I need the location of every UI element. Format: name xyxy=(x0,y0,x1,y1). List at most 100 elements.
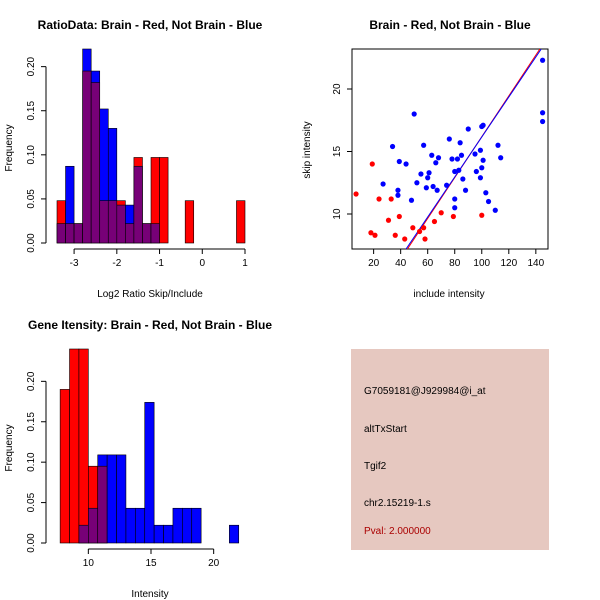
ratio-histogram-bar-overlap-11 xyxy=(150,223,160,244)
p-value: Pval: 2.000000 xyxy=(364,526,431,537)
scatter-point-blue-47 xyxy=(539,118,546,125)
scatter-point-blue-15 xyxy=(430,183,436,190)
gene-histogram-y-tick-label-0: 0.00 xyxy=(26,533,37,553)
scatter-ylabel: skip intensity xyxy=(302,121,313,178)
scatter-point-blue-20 xyxy=(446,136,452,142)
gene-histogram-y-tick-label-2: 0.10 xyxy=(26,452,37,472)
gene-histogram-xlabel: Intensity xyxy=(131,589,168,600)
scatter-point-blue-16 xyxy=(433,160,439,166)
ratio-histogram-y-tick-label-2: 0.10 xyxy=(26,145,37,165)
ratio-histogram-bar-overlap-4 xyxy=(90,82,101,244)
scatter-point-red-17 xyxy=(479,212,485,218)
scatter-x-tick-label-6: 140 xyxy=(527,258,544,269)
ratio-histogram-bar-red-15 xyxy=(184,200,195,244)
scatter-point-blue-24 xyxy=(452,168,458,175)
gene-histogram-bar-overlap-2 xyxy=(78,524,89,544)
scatter-y-tick-label-0: 10 xyxy=(332,208,343,220)
genomic-location: chr2.15219-1.s xyxy=(364,498,431,509)
scatter-point-blue-8 xyxy=(414,180,420,186)
scatter-point-red-3 xyxy=(372,232,378,238)
scatter-point-red-11 xyxy=(416,228,423,235)
gene-histogram-bar-overlap-4 xyxy=(97,465,108,544)
ratio-histogram-bar-red-12 xyxy=(159,157,169,244)
gene-histogram-bar-blue-9 xyxy=(144,402,155,544)
scatter-point-red-15 xyxy=(438,210,444,216)
scatter-point-blue-29 xyxy=(460,176,466,182)
scatter-point-red-14 xyxy=(431,218,438,225)
gene-histogram-bar-blue-13 xyxy=(182,507,193,544)
scatter-point-red-0 xyxy=(353,191,359,197)
scatter-point-blue-2 xyxy=(395,192,401,198)
ratio-histogram-bar-overlap-5 xyxy=(99,200,109,244)
scatter-point-red-10 xyxy=(410,225,416,231)
ratio-histogram-bar-overlap-10 xyxy=(142,223,152,244)
scatter-point-blue-32 xyxy=(472,151,478,157)
scatter-point-blue-6 xyxy=(408,197,415,203)
scatter-point-blue-38 xyxy=(480,122,486,128)
scatter-point-blue-1 xyxy=(389,143,396,150)
scatter-x-tick-label-0: 20 xyxy=(368,258,380,269)
ratio-histogram-y-tick-label-0: 0.00 xyxy=(26,233,37,253)
gene-intensity-histogram: Gene Itensity: Brain - Red, Not Brain - … xyxy=(4,318,272,600)
scatter-point-blue-33 xyxy=(473,168,479,175)
gene-histogram-bar-red-2 xyxy=(78,348,89,544)
ratio-histogram-bar-overlap-3 xyxy=(82,70,92,244)
scatter-point-blue-19 xyxy=(444,182,450,188)
gene-histogram-bar-red-0 xyxy=(59,389,70,544)
scatter-point-blue-0 xyxy=(380,181,386,187)
ratio-histogram-x-tick-label-1: -2 xyxy=(112,258,121,269)
scatter-point-red-5 xyxy=(385,217,392,223)
scatter-x-tick-label-4: 100 xyxy=(473,258,490,269)
gene-histogram-bar-blue-7 xyxy=(125,507,136,544)
scatter-point-red-16 xyxy=(450,213,456,220)
scatter-title: Brain - Red, Not Brain - Blue xyxy=(369,18,531,32)
scatter-x-tick-label-1: 40 xyxy=(395,258,407,269)
ratio-histogram-x-tick-label-0: -3 xyxy=(70,258,79,269)
scatter-point-red-12 xyxy=(421,225,427,231)
scatter-point-blue-25 xyxy=(454,156,461,162)
ratio-histogram-bar-overlap-8 xyxy=(125,223,135,244)
gene-histogram-x-tick-label-1: 15 xyxy=(145,558,157,569)
gene-histogram-bar-blue-18 xyxy=(229,524,240,544)
gene-histogram-bar-red-1 xyxy=(69,348,80,544)
scatter-point-blue-42 xyxy=(492,207,498,213)
scatter-point-blue-18 xyxy=(435,155,442,161)
scatter-point-red-2 xyxy=(368,230,374,236)
scatter-point-red-1 xyxy=(369,161,375,167)
probe-id: G7059181@J929984@i_at xyxy=(364,386,486,397)
scatter-point-blue-14 xyxy=(429,152,435,158)
scatter-point-blue-28 xyxy=(458,152,465,158)
scatter-point-blue-37 xyxy=(479,165,485,171)
ratio-histogram-x-tick-label-4: 1 xyxy=(242,258,248,269)
scatter-x-tick-label-5: 120 xyxy=(500,258,517,269)
scatter-point-red-7 xyxy=(392,232,398,238)
scatter-point-blue-9 xyxy=(418,171,424,177)
scatter-point-blue-40 xyxy=(483,190,489,196)
scatter-fit-line-blue xyxy=(405,49,542,249)
scatter-point-blue-13 xyxy=(426,170,432,176)
ratio-histogram-title: RatioData: Brain - Red, Not Brain - Blue xyxy=(38,18,263,32)
scatter-point-red-9 xyxy=(402,236,408,242)
ratio-histogram-y-tick-label-3: 0.15 xyxy=(26,101,37,121)
ratio-histogram-bar-overlap-6 xyxy=(107,200,118,244)
scatter-point-red-4 xyxy=(376,196,382,202)
scatter-point-red-6 xyxy=(388,196,394,202)
gene-histogram-bar-blue-6 xyxy=(116,454,127,544)
scatter-point-blue-10 xyxy=(421,142,427,148)
event-type: altTxStart xyxy=(364,424,407,435)
scatter-point-blue-22 xyxy=(452,205,458,211)
gene-histogram-bar-blue-14 xyxy=(191,507,202,544)
ratio-histogram-bar-overlap-0 xyxy=(56,223,66,244)
scatter-point-blue-44 xyxy=(498,155,504,161)
scatter-xlabel: include intensity xyxy=(413,289,484,300)
scatter-y-tick-label-1: 15 xyxy=(332,146,343,158)
gene-histogram-x-tick-label-2: 20 xyxy=(208,558,220,569)
gene-histogram-y-tick-label-3: 0.15 xyxy=(26,412,37,432)
scatter-point-blue-30 xyxy=(462,187,469,193)
scatter-point-blue-5 xyxy=(403,161,409,167)
scatter-point-blue-12 xyxy=(425,175,431,181)
gene-histogram-bar-blue-11 xyxy=(163,524,174,544)
intensity-scatter: Brain - Red, Not Brain - Blue include in… xyxy=(302,18,549,300)
gene-histogram-bar-overlap-3 xyxy=(88,507,99,544)
